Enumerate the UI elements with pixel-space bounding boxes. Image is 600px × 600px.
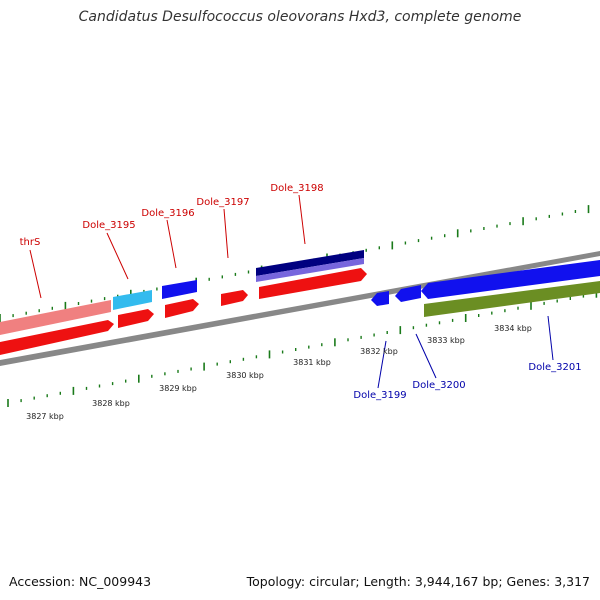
scale-label: 3827 kbp: [26, 412, 64, 421]
gene-label-dole-3201[interactable]: Dole_3201: [528, 362, 581, 373]
gene-thrS-outer[interactable]: [0, 300, 111, 335]
scale-label: 3831 kbp: [293, 358, 331, 367]
genome-title: Candidatus Desulfococcus oleovorans Hxd3…: [78, 9, 522, 25]
cds-dole-3195[interactable]: [118, 309, 154, 328]
scale-label: 3834 kbp: [494, 324, 532, 333]
cds-dole-3198[interactable]: [259, 268, 367, 299]
cds-dole-3200[interactable]: [395, 285, 421, 302]
gene-dole-3201-inner[interactable]: [424, 281, 600, 317]
scale-label: 3832 kbp: [360, 347, 398, 356]
scale-label: 3830 kbp: [226, 371, 264, 380]
scale-label: 3829 kbp: [159, 384, 197, 393]
gene-dole-3198-outer-top[interactable]: [256, 250, 364, 276]
accession-label: Accession: NC_009943: [9, 574, 152, 589]
gene-dole-3198-outer-bottom[interactable]: [256, 258, 364, 282]
gene-label-thrS[interactable]: thrS: [20, 237, 41, 248]
cds-dole-3199[interactable]: [371, 291, 389, 306]
scale-label: 3828 kbp: [92, 399, 130, 408]
cds-dole-3196[interactable]: [165, 299, 199, 318]
cds-thrS[interactable]: [0, 320, 114, 355]
label-leader-lines: [29, 194, 554, 389]
gene-label-dole-3200[interactable]: Dole_3200: [412, 380, 465, 391]
scale-label: 3833 kbp: [427, 336, 465, 345]
gene-label-dole-3199[interactable]: Dole_3199: [353, 390, 406, 401]
gene-label-dole-3195[interactable]: Dole_3195: [82, 220, 135, 231]
genome-summary: Topology: circular; Length: 3,944,167 bp…: [246, 574, 590, 589]
gene-dole-3196-outer[interactable]: [162, 280, 197, 299]
gene-label-dole-3198[interactable]: Dole_3198: [270, 183, 323, 194]
gene-label-dole-3196[interactable]: Dole_3196: [141, 208, 194, 219]
genome-backbone: [0, 251, 600, 366]
cds-dole-3197[interactable]: [221, 290, 248, 306]
cds-dole-3201[interactable]: [421, 260, 600, 299]
gene-label-dole-3197[interactable]: Dole_3197: [196, 197, 249, 208]
gene-dole-3195-outer[interactable]: [113, 290, 152, 310]
